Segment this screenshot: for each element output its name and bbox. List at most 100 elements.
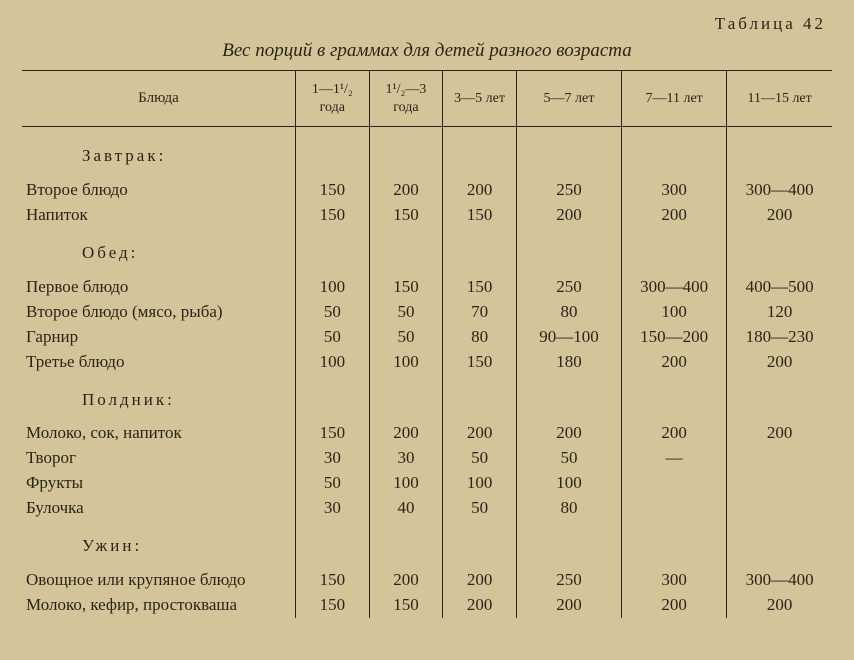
empty-cell bbox=[296, 375, 370, 422]
empty-cell bbox=[516, 127, 621, 178]
section-title: Ужин: bbox=[22, 521, 296, 568]
value-cell: 120 bbox=[727, 300, 832, 325]
value-cell: 300—400 bbox=[727, 568, 832, 593]
section-row: Полдник: bbox=[22, 375, 832, 422]
value-cell: 200 bbox=[516, 593, 621, 618]
value-cell: 180 bbox=[516, 350, 621, 375]
row-label: Первое блюдо bbox=[22, 275, 296, 300]
empty-cell bbox=[369, 375, 443, 422]
table-row: Гарнир50508090—100150—200180—230 bbox=[22, 325, 832, 350]
row-label: Фрукты bbox=[22, 471, 296, 496]
value-cell: 40 bbox=[369, 496, 443, 521]
value-cell: 200 bbox=[727, 350, 832, 375]
portions-table: Блюда 1—1¹/₂ года 1¹/₂—3 года 3—5 лет 5—… bbox=[22, 70, 832, 618]
empty-cell bbox=[369, 228, 443, 275]
value-cell: 50 bbox=[443, 446, 517, 471]
value-cell: 300 bbox=[622, 568, 727, 593]
table-row: Молоко, сок, напиток150200200200200200 bbox=[22, 421, 832, 446]
empty-cell bbox=[516, 228, 621, 275]
value-cell: 150 bbox=[369, 593, 443, 618]
empty-cell bbox=[622, 127, 727, 178]
value-cell: 100 bbox=[296, 275, 370, 300]
value-cell: 150 bbox=[296, 203, 370, 228]
value-cell: 200 bbox=[369, 568, 443, 593]
row-label: Гарнир bbox=[22, 325, 296, 350]
value-cell: 100 bbox=[369, 471, 443, 496]
value-cell: 100 bbox=[443, 471, 517, 496]
col-header-age-3: 3—5 лет bbox=[443, 71, 517, 127]
row-label: Молоко, сок, напиток bbox=[22, 421, 296, 446]
value-cell bbox=[622, 471, 727, 496]
table-row: Фрукты50100100100 bbox=[22, 471, 832, 496]
row-label: Овощное или крупяное блюдо bbox=[22, 568, 296, 593]
value-cell: 150 bbox=[443, 350, 517, 375]
value-cell: 250 bbox=[516, 568, 621, 593]
value-cell bbox=[727, 446, 832, 471]
empty-cell bbox=[369, 127, 443, 178]
empty-cell bbox=[443, 228, 517, 275]
col-header-dish: Блюда bbox=[22, 71, 296, 127]
value-cell: 50 bbox=[296, 325, 370, 350]
empty-cell bbox=[727, 521, 832, 568]
value-cell: 200 bbox=[516, 203, 621, 228]
value-cell: 50 bbox=[296, 471, 370, 496]
empty-cell bbox=[727, 127, 832, 178]
table-row: Третье блюдо100100150180200200 bbox=[22, 350, 832, 375]
empty-cell bbox=[369, 521, 443, 568]
table-number-label: Таблица 42 bbox=[22, 14, 832, 34]
empty-cell bbox=[296, 127, 370, 178]
table-row: Овощное или крупяное блюдо15020020025030… bbox=[22, 568, 832, 593]
value-cell: 100 bbox=[622, 300, 727, 325]
value-cell: 150 bbox=[296, 568, 370, 593]
empty-cell bbox=[622, 375, 727, 422]
value-cell: 100 bbox=[369, 350, 443, 375]
table-caption: Вес порций в граммах для детей разного в… bbox=[22, 40, 832, 62]
value-cell: 180—230 bbox=[727, 325, 832, 350]
value-cell: 150 bbox=[369, 203, 443, 228]
value-cell: 300—400 bbox=[727, 178, 832, 203]
value-cell: 90—100 bbox=[516, 325, 621, 350]
row-label: Третье блюдо bbox=[22, 350, 296, 375]
col-header-age-1: 1—1¹/₂ года bbox=[296, 71, 370, 127]
col-header-age-4: 5—7 лет bbox=[516, 71, 621, 127]
value-cell: 300 bbox=[622, 178, 727, 203]
value-cell: 250 bbox=[516, 275, 621, 300]
value-cell: 50 bbox=[369, 300, 443, 325]
value-cell: 150 bbox=[443, 203, 517, 228]
table-row: Второе блюдо150200200250300300—400 bbox=[22, 178, 832, 203]
row-label: Напиток bbox=[22, 203, 296, 228]
row-label: Второе блюдо (мясо, рыба) bbox=[22, 300, 296, 325]
empty-cell bbox=[727, 228, 832, 275]
value-cell: 30 bbox=[296, 496, 370, 521]
value-cell bbox=[622, 496, 727, 521]
table-row: Булочка30405080 bbox=[22, 496, 832, 521]
empty-cell bbox=[622, 521, 727, 568]
empty-cell bbox=[443, 375, 517, 422]
value-cell bbox=[727, 496, 832, 521]
value-cell bbox=[727, 471, 832, 496]
value-cell: 200 bbox=[622, 203, 727, 228]
empty-cell bbox=[516, 521, 621, 568]
value-cell: 150 bbox=[296, 421, 370, 446]
value-cell: 50 bbox=[443, 496, 517, 521]
table-header-row: Блюда 1—1¹/₂ года 1¹/₂—3 года 3—5 лет 5—… bbox=[22, 71, 832, 127]
value-cell: 200 bbox=[622, 593, 727, 618]
section-title: Завтрак: bbox=[22, 127, 296, 178]
row-label: Булочка bbox=[22, 496, 296, 521]
value-cell: 80 bbox=[516, 496, 621, 521]
value-cell: 200 bbox=[369, 178, 443, 203]
empty-cell bbox=[296, 521, 370, 568]
value-cell: 150 bbox=[369, 275, 443, 300]
col-header-age-2: 1¹/₂—3 года bbox=[369, 71, 443, 127]
empty-cell bbox=[443, 127, 517, 178]
value-cell: 80 bbox=[443, 325, 517, 350]
value-cell: 200 bbox=[443, 593, 517, 618]
value-cell: 200 bbox=[443, 178, 517, 203]
table-body: Завтрак:Второе блюдо150200200250300300—4… bbox=[22, 127, 832, 619]
value-cell: 30 bbox=[296, 446, 370, 471]
value-cell: 150 bbox=[443, 275, 517, 300]
table-row: Напиток150150150200200200 bbox=[22, 203, 832, 228]
empty-cell bbox=[727, 375, 832, 422]
section-row: Завтрак: bbox=[22, 127, 832, 178]
value-cell: 300—400 bbox=[622, 275, 727, 300]
